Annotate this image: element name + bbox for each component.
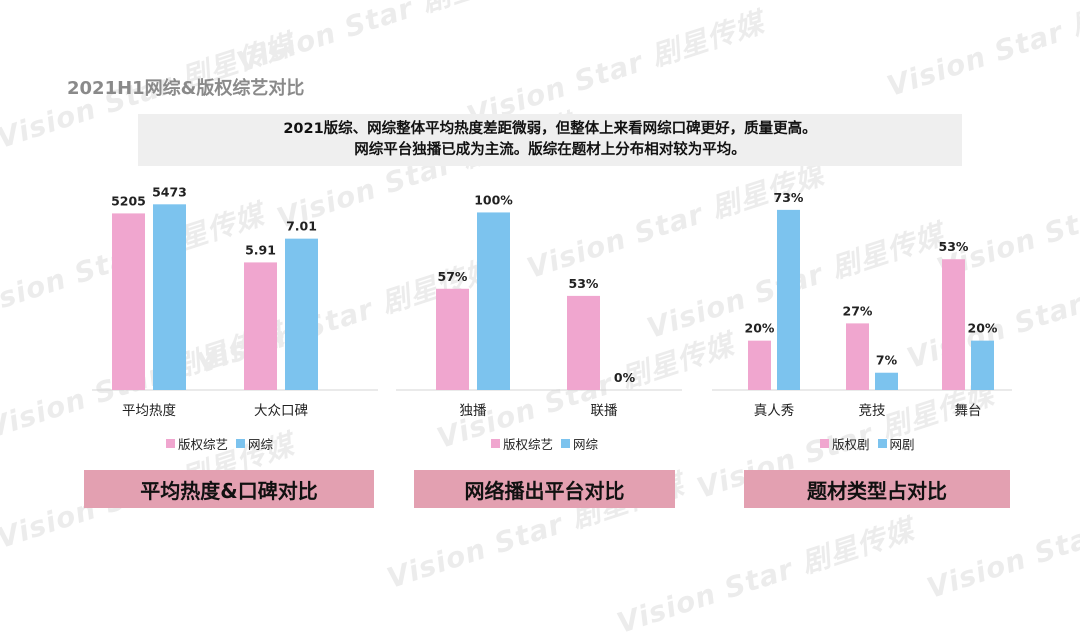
data-label: 20% [968, 321, 998, 336]
bar-pink [748, 340, 771, 390]
bar-pink [436, 288, 469, 390]
bar-blue [777, 209, 800, 390]
data-label: 100% [474, 192, 513, 207]
legend-item: 版权综艺 [491, 434, 553, 453]
legend-swatch-pink [166, 439, 175, 448]
watermark-text: Vision Star 剧星传媒 [612, 512, 918, 641]
bar-blue [285, 238, 318, 390]
watermark-text: Vision Star 剧星传媒 [882, 0, 1080, 104]
summary-line-2: 网综平台独播已成为主流。版综在题材上分布相对较为平均。 [354, 142, 746, 158]
chart-genre-svg: 20% 73% 真人秀 27% 7% 竞技 53% 20% 舞台 [712, 190, 1012, 419]
category-label: 平均热度 [122, 403, 176, 419]
data-label: 5473 [152, 184, 187, 199]
data-label: 53% [569, 276, 599, 291]
category-label: 舞台 [955, 403, 982, 419]
bar-blue [477, 212, 510, 390]
chart-heat-rating-legend: 版权综艺 网综 [166, 434, 273, 453]
category-label: 竞技 [859, 402, 887, 419]
legend-item: 版权综艺 [166, 434, 228, 453]
legend-swatch-pink [820, 439, 829, 448]
banner-heat-rating: 平均热度&口碑对比 [84, 470, 374, 508]
bar-pink [846, 323, 869, 390]
legend-item: 网剧 [877, 434, 915, 453]
legend-swatch-blue [877, 439, 887, 448]
legend-label: 网综 [248, 437, 274, 452]
summary-line-1: 2021版综、网综整体平均热度差距微弱，但整体上来看网综口碑更好，质量更高。 [283, 121, 817, 137]
chart-heat-rating: 5205 5473 平均热度 5.91 7.01 大众口碑 [92, 168, 378, 428]
data-label: 57% [438, 269, 468, 284]
legend-label: 网剧 [889, 437, 915, 452]
data-label: 7.01 [286, 219, 317, 234]
chart-platform-svg: 57% 100% 独播 53% 0% 联播 [396, 192, 682, 419]
legend-label: 版权综艺 [503, 437, 554, 452]
data-label: 73% [774, 190, 804, 205]
legend-label: 版权综艺 [178, 437, 229, 452]
chart-genre-legend: 版权剧 网剧 [820, 434, 915, 453]
category-label: 独播 [460, 403, 487, 419]
chart-heat-rating-svg: 5205 5473 平均热度 5.91 7.01 大众口碑 [92, 184, 378, 419]
data-label: 27% [843, 303, 873, 318]
chart-genre: 20% 73% 真人秀 27% 7% 竞技 53% 20% 舞台 [712, 168, 1012, 428]
category-label: 联播 [591, 403, 619, 419]
data-label: 20% [745, 321, 775, 336]
page-title: 2021H1网综&版权综艺对比 [67, 78, 305, 99]
bar-blue [971, 340, 994, 390]
chart-platform: 57% 100% 独播 53% 0% 联播 [396, 168, 682, 428]
data-label: 5205 [111, 193, 146, 208]
watermark-text: Vision Star 剧星传媒 [232, 0, 538, 80]
banner-platform: 网络播出平台对比 [414, 470, 675, 508]
legend-swatch-pink [491, 439, 500, 448]
data-label: 0% [614, 370, 636, 385]
bar-blue [153, 204, 186, 390]
bar-blue [875, 372, 898, 390]
legend-label: 网综 [573, 437, 599, 452]
legend-item: 版权剧 [820, 434, 870, 453]
legend-item: 网综 [236, 434, 273, 453]
summary-box: 2021版综、网综整体平均热度差距微弱，但整体上来看网综口碑更好，质量更高。 网… [138, 114, 962, 166]
category-label: 真人秀 [754, 403, 795, 419]
legend-swatch-blue [561, 439, 571, 448]
chart-platform-legend: 版权综艺 网综 [491, 434, 598, 453]
category-label: 大众口碑 [254, 403, 308, 419]
bar-pink [942, 259, 965, 390]
legend-label: 版权剧 [832, 437, 870, 452]
legend-swatch-blue [236, 439, 246, 448]
data-label: 7% [876, 353, 898, 368]
data-label: 53% [939, 239, 969, 254]
bar-pink [112, 213, 145, 390]
bar-pink [244, 262, 277, 390]
banner-genre: 题材类型占对比 [744, 470, 1010, 508]
legend-item: 网综 [561, 434, 598, 453]
bar-pink [567, 295, 600, 390]
data-label: 5.91 [245, 242, 276, 257]
